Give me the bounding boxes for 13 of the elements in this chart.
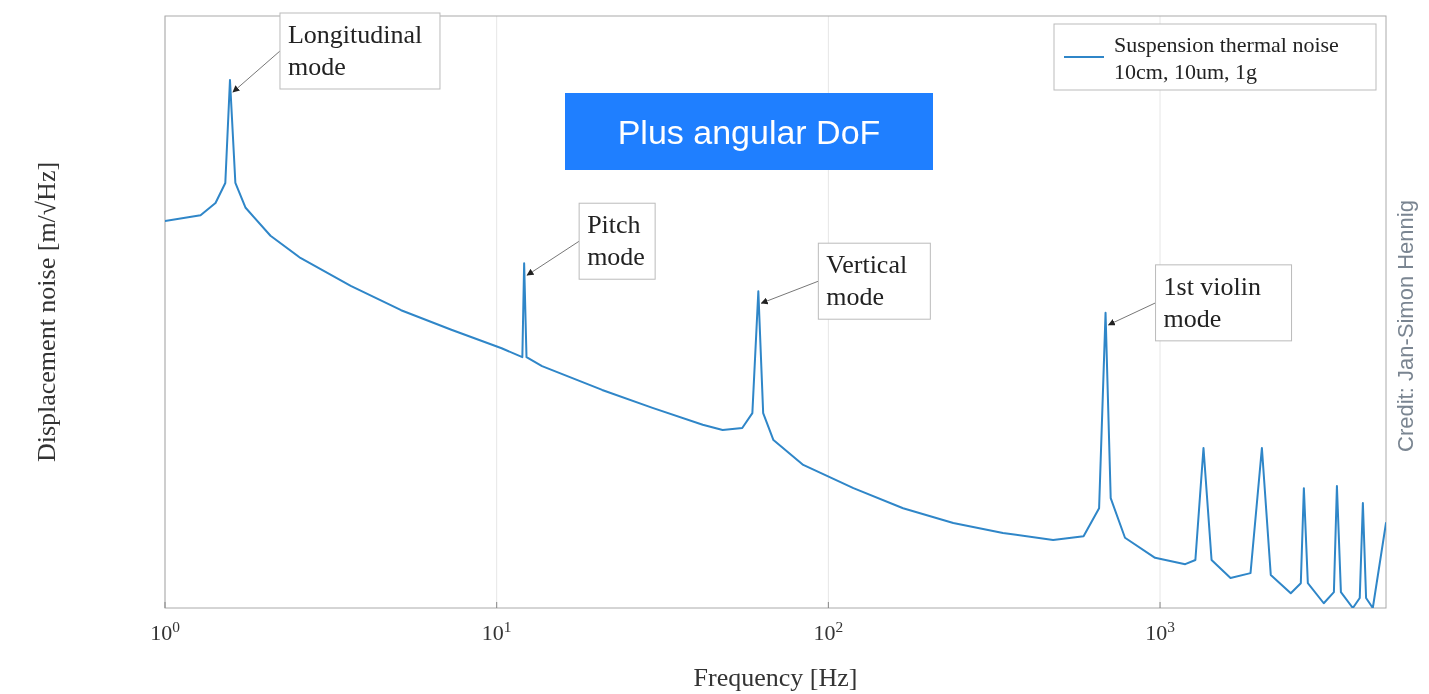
x-tick-label: 10$^{2}$ <box>813 617 844 645</box>
text: Credit: Jan-Simon Hennig <box>1393 200 1418 452</box>
annotation: Vertical mode <box>826 250 908 312</box>
annotation: 1st violin mode <box>1163 271 1262 333</box>
annotation: Longitudinal mode <box>287 20 423 81</box>
annotation: Pitch mode <box>587 210 645 272</box>
annotation: Plus angular DoF <box>617 113 881 151</box>
x-axis-title: Frequency [Hz] <box>693 663 858 692</box>
y-axis-title: Displacement noise [m/√Hz] <box>32 161 61 463</box>
legend-label: Suspension thermal noise 10cm, 10um, 1g <box>1114 32 1339 84</box>
x-tick-label: 10$^{0}$ <box>150 617 181 645</box>
x-tick-label: 10$^{3}$ <box>1145 617 1176 645</box>
x-tick-label: 10$^{1}$ <box>481 617 512 645</box>
